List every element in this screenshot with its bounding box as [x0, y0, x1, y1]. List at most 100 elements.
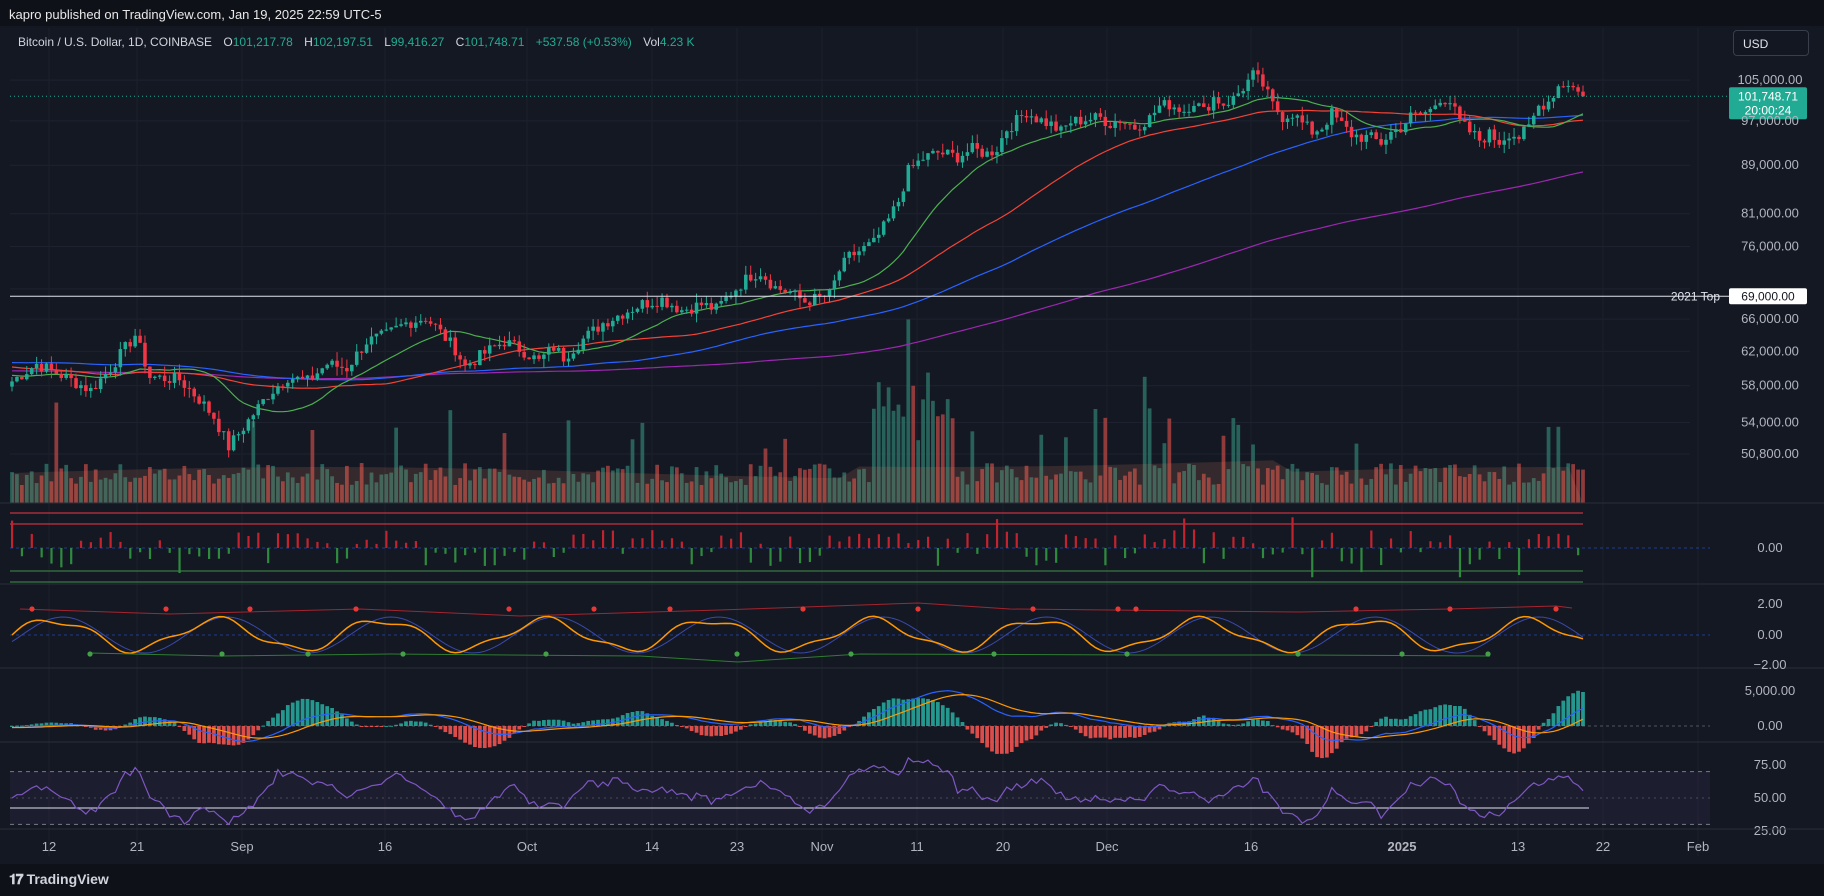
histogram-bar	[1508, 542, 1511, 548]
candle-body	[1261, 74, 1265, 87]
macd-histogram-bar	[1482, 726, 1487, 732]
histogram-bar	[720, 535, 723, 548]
candle-body	[606, 323, 610, 327]
candle-body	[414, 322, 418, 328]
candle-body	[862, 245, 866, 252]
macd-histogram-bar	[1325, 726, 1329, 758]
candle-body	[670, 305, 674, 308]
volume-bar	[522, 479, 527, 503]
candle-body	[704, 303, 709, 306]
histogram-bar	[1074, 536, 1077, 548]
ma-100-line	[11, 114, 1584, 381]
macd-histogram-bar	[1458, 706, 1462, 726]
macd-histogram-bar	[1226, 724, 1231, 726]
macd-histogram-bar	[566, 722, 571, 726]
macd-histogram-bar	[1349, 726, 1354, 738]
macd-tick-label: 5,000.00	[1745, 683, 1796, 698]
volume-bar	[699, 484, 704, 503]
candle-body	[281, 386, 285, 388]
candle-body	[1566, 85, 1570, 87]
macd-histogram-bar	[157, 717, 162, 726]
volume-bar	[379, 474, 384, 503]
candle-body	[276, 386, 280, 394]
volume-bar	[640, 422, 645, 503]
volume-bar	[182, 465, 187, 503]
histogram-bar	[404, 542, 408, 548]
candle-body	[1497, 139, 1502, 145]
candle-body	[1054, 121, 1058, 131]
macd-histogram-bar	[1132, 726, 1137, 738]
volume-bar	[423, 463, 428, 503]
candle-body	[1443, 102, 1447, 105]
macd-histogram-bar	[527, 723, 531, 726]
macd-histogram-bar	[926, 698, 930, 726]
volume-bar	[1384, 474, 1388, 503]
volume-bar	[162, 468, 167, 503]
volume-bar	[1251, 444, 1255, 503]
histogram-bar	[651, 530, 654, 548]
macd-histogram-bar	[93, 726, 98, 730]
oscillator-dot-top	[915, 606, 921, 612]
candle-body	[650, 305, 654, 308]
volume-bar	[532, 478, 536, 503]
volume-bar	[1541, 473, 1546, 503]
volume-bar	[1300, 480, 1305, 503]
volume-bar	[443, 476, 448, 503]
candle-body	[990, 151, 994, 156]
oscillator-dot-bottom	[1399, 651, 1405, 657]
candle-body	[936, 150, 940, 153]
volume-bar	[1216, 483, 1221, 503]
candle-body	[1413, 112, 1418, 114]
macd-histogram-bar	[1044, 726, 1049, 728]
macd-histogram-bar	[670, 722, 674, 726]
currency-button[interactable]: USD	[1733, 30, 1809, 56]
candle-body	[532, 355, 536, 360]
ma-200-line	[11, 171, 1584, 380]
macd-histogram-bar	[192, 726, 197, 740]
volume-bar	[1049, 479, 1053, 503]
candle-body	[1482, 140, 1487, 143]
macd-histogram-bar	[1147, 726, 1152, 733]
candle-body	[1423, 112, 1428, 115]
histogram-bar	[286, 534, 289, 548]
macd-histogram-bar	[280, 710, 285, 726]
histogram-bar	[20, 548, 24, 557]
histogram-bar	[1064, 534, 1068, 548]
macd-histogram-bar	[1261, 720, 1265, 726]
macd-histogram-bar	[719, 726, 724, 737]
macd-histogram-bar	[88, 726, 93, 728]
volume-bar	[995, 482, 999, 503]
candle-body	[1330, 108, 1334, 125]
volume-bar	[709, 478, 714, 503]
volume-bar	[832, 477, 837, 503]
candle-body	[1256, 70, 1260, 75]
histogram-bar	[1123, 548, 1127, 559]
macd-histogram-bar	[138, 717, 142, 726]
histogram-bar	[1458, 548, 1462, 578]
histogram-bar	[79, 540, 83, 548]
macd-histogram-bar	[743, 726, 748, 727]
volume-bar	[1280, 479, 1285, 503]
macd-histogram-bar	[1246, 721, 1250, 726]
candle-body	[630, 311, 635, 313]
histogram-bar	[848, 536, 851, 548]
volume-bar	[980, 469, 985, 503]
volume-bar	[916, 440, 921, 503]
candle-body	[808, 302, 812, 306]
volume-bar	[49, 481, 54, 503]
rsi-line	[11, 756, 1584, 826]
macd-histogram-bar	[1201, 715, 1206, 726]
macd-histogram-bar	[315, 702, 320, 726]
volume-bar	[1113, 467, 1118, 503]
candle-body	[724, 296, 728, 302]
tradingview-logo[interactable]: 𝟏𝟕 TradingView	[9, 871, 109, 888]
volume-bar	[271, 465, 275, 503]
candle-body	[739, 289, 743, 291]
oscillator-tick-label: −2.00	[1754, 657, 1787, 672]
macd-histogram-bar	[729, 726, 733, 734]
time-tick-label: 14	[645, 839, 659, 854]
candle-body	[359, 351, 364, 353]
oscillator-dot-bottom	[734, 651, 740, 657]
indicator-pane-1: 0.00	[10, 512, 1783, 583]
